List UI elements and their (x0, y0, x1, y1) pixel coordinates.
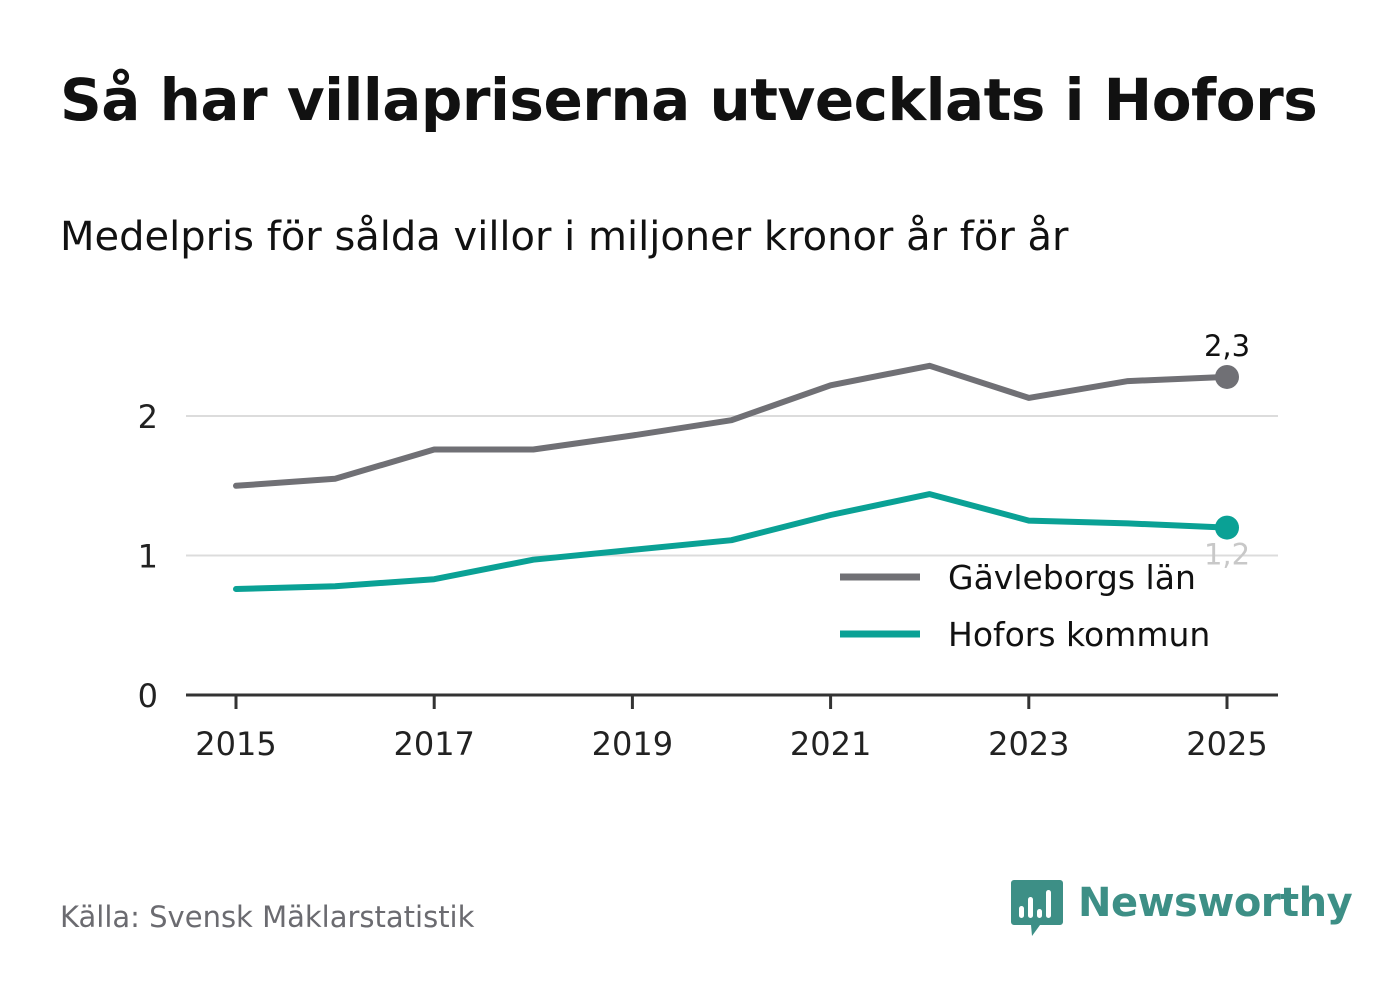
end-label-g-vleborgs-l-n: 2,3 (1204, 329, 1250, 363)
axes: 0 1 2 2015 2017 2019 2021 2023 2025 (138, 398, 1278, 763)
legend-label-g-vleborgs-l-n: Gävleborgs län (948, 558, 1196, 597)
gridlines (186, 415, 1278, 557)
series-lines (233, 362, 1239, 592)
end-label-hofors-kommun: 1,2 (1204, 538, 1250, 572)
legend-label-hofors-kommun: Hofors kommun (948, 615, 1210, 654)
series-line-hofors-kommun (233, 491, 1230, 592)
chart-subtitle: Medelpris för sålda villor i miljoner kr… (60, 214, 1069, 260)
x-tick-label-2017: 2017 (393, 725, 474, 763)
x-tick-label-2019: 2019 (592, 725, 673, 763)
y-tick-label-2: 2 (138, 398, 158, 436)
bar-chart-speech-bubble-icon (1011, 880, 1063, 936)
chart-title: Så har villapriserna utvecklats i Hofors (60, 66, 1318, 134)
y-tick-label-1: 1 (138, 538, 158, 576)
y-tick-label-0: 0 (138, 677, 158, 715)
end-point-hofors-kommun (1215, 515, 1239, 540)
series-line-g-vleborgs-l-n (233, 362, 1230, 489)
brand: Newsworthy (1010, 878, 1353, 940)
end-point-g-vleborgs-l-n (1215, 364, 1239, 389)
x-tick-label-2023: 2023 (988, 725, 1069, 763)
brand-name: Newsworthy (1078, 880, 1353, 926)
x-tick-label-2021: 2021 (790, 725, 871, 763)
legend: Gävleborgs län Hofors kommun (840, 558, 1210, 654)
end-labels: 2,3 1,2 (1204, 329, 1250, 572)
x-tick-label-2025: 2025 (1186, 725, 1267, 763)
x-tick-label-2015: 2015 (195, 725, 276, 763)
source-note: Källa: Svensk Mäklarstatistik (60, 900, 475, 934)
